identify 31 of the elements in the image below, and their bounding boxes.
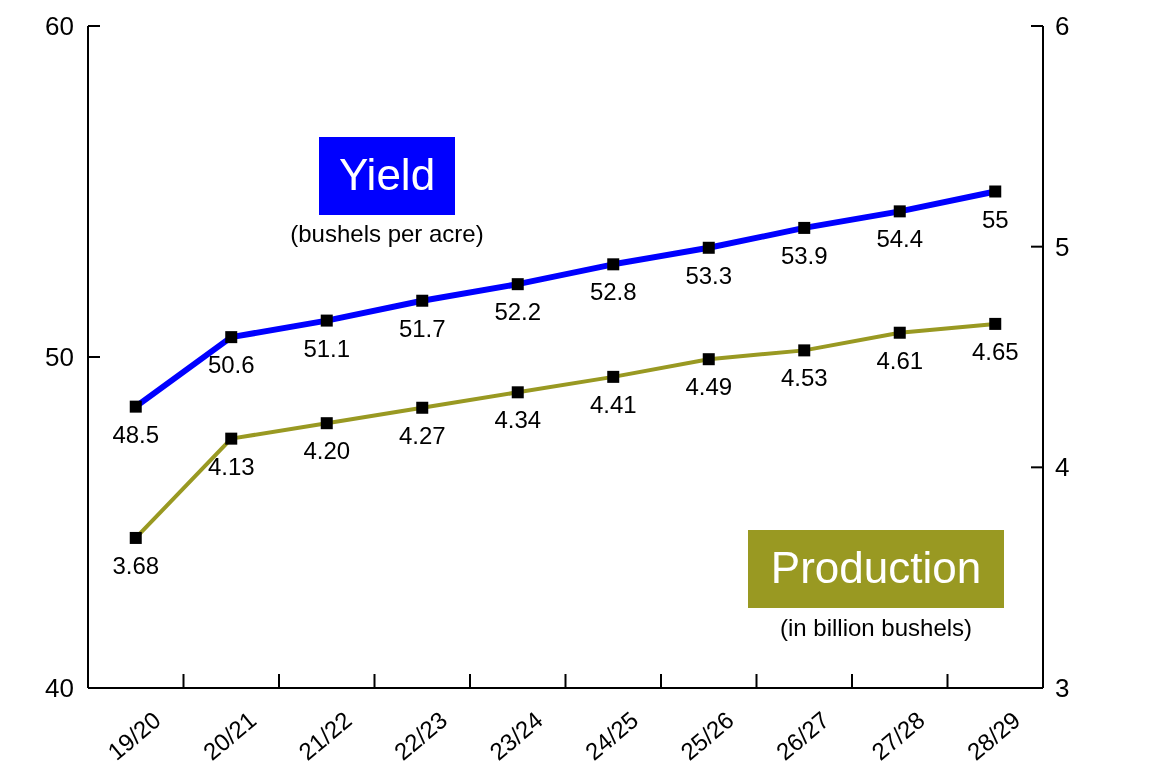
data-label: 52.2 [494, 298, 542, 326]
y-tick-label: 50 [45, 342, 74, 373]
data-label: 51.7 [398, 314, 446, 342]
data-label: 53.9 [780, 241, 828, 269]
data-label: 55 [981, 205, 1009, 233]
annotation: (in billion bushels) [779, 614, 973, 641]
data-label: 4.20 [303, 437, 351, 465]
data-label: 4.27 [398, 421, 446, 449]
data-label: 53.3 [685, 261, 733, 289]
data-label: 51.1 [303, 334, 351, 362]
y-tick-label: 60 [45, 11, 74, 42]
annotation: (bushels per acre) [290, 220, 484, 247]
data-label: 4.41 [589, 390, 637, 418]
data-label: 4.53 [780, 364, 828, 392]
data-label: 4.13 [207, 452, 255, 480]
data-label: 50.6 [207, 351, 255, 379]
y2-tick-label: 3 [1055, 673, 1070, 704]
y2-tick-label: 6 [1055, 11, 1070, 42]
data-label: 3.68 [112, 551, 160, 579]
data-label: 4.65 [971, 337, 1019, 365]
y-tick-label: 40 [45, 673, 74, 704]
data-label: 4.49 [685, 373, 733, 401]
data-label: 4.61 [876, 346, 924, 374]
text: Yield [338, 150, 436, 200]
y2-tick-label: 5 [1055, 231, 1070, 262]
y2-tick-label: 4 [1055, 452, 1070, 483]
data-label: 48.5 [112, 420, 160, 448]
data-label: 54.4 [876, 225, 924, 253]
data-label: 4.34 [494, 406, 542, 434]
data-label: 52.8 [589, 278, 637, 306]
text: Production [770, 543, 982, 593]
